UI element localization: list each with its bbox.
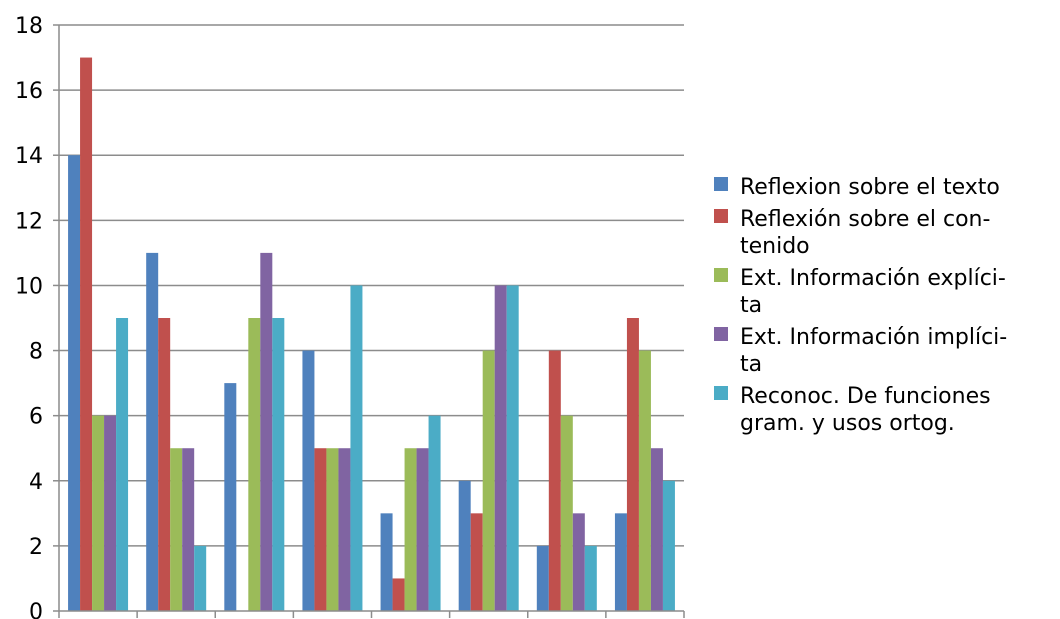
bar xyxy=(662,480,675,611)
legend-marker xyxy=(714,386,728,400)
bar xyxy=(428,415,441,611)
bar xyxy=(572,513,585,611)
y-tick-label: 8 xyxy=(29,340,43,365)
bar xyxy=(392,578,405,611)
bar xyxy=(80,57,93,612)
bar xyxy=(104,415,117,611)
bar xyxy=(68,155,81,611)
y-tick-label: 4 xyxy=(29,470,43,495)
legend-label: Ext. Información implíci- xyxy=(740,325,1007,350)
bar xyxy=(614,513,627,611)
legend-label: ta xyxy=(740,352,762,377)
bars xyxy=(68,57,675,612)
legend-marker xyxy=(714,268,728,282)
y-tick-label: 14 xyxy=(15,144,43,169)
bar xyxy=(584,545,597,611)
bar xyxy=(158,318,171,611)
axes xyxy=(53,24,685,618)
bar xyxy=(560,415,573,611)
legend-marker xyxy=(714,327,728,341)
bar xyxy=(638,350,651,611)
legend: Reflexion sobre el texto Reflexión sobre … xyxy=(714,175,1007,436)
bar xyxy=(146,252,159,611)
y-tick-label: 0 xyxy=(29,600,43,619)
y-tick-label: 2 xyxy=(29,535,43,560)
bar xyxy=(170,448,183,611)
bar xyxy=(626,318,639,611)
bar xyxy=(380,513,393,611)
y-tick-label: 16 xyxy=(15,79,43,104)
legend-label: ta xyxy=(740,293,762,318)
y-tick-label: 12 xyxy=(15,209,43,234)
bar xyxy=(248,318,261,611)
y-tick-labels: 0 2 4 6 8 10 12 14 16 18 xyxy=(15,14,43,619)
bar xyxy=(92,415,105,611)
legend-label: Reflexión sobre el con- xyxy=(740,207,990,232)
bar xyxy=(650,448,663,611)
bar xyxy=(482,350,495,611)
bar xyxy=(350,285,363,611)
bar xyxy=(404,448,417,611)
bar xyxy=(494,285,507,611)
legend-marker xyxy=(714,177,728,191)
legend-label: Ext. Información explíci- xyxy=(740,266,1006,291)
bar xyxy=(536,545,549,611)
bar xyxy=(416,448,429,611)
bar xyxy=(470,513,483,611)
bar xyxy=(272,318,285,611)
bar xyxy=(314,448,327,611)
bar xyxy=(458,480,471,611)
legend-marker xyxy=(714,209,728,223)
bar xyxy=(302,350,315,611)
legend-label: gram. y usos ortog. xyxy=(740,411,955,436)
bar xyxy=(194,545,207,611)
bar xyxy=(338,448,351,611)
legend-label: Reconoc. De funciones xyxy=(740,384,991,409)
bar xyxy=(506,285,519,611)
bar xyxy=(182,448,195,611)
y-tick-label: 10 xyxy=(15,274,43,299)
legend-label: tenido xyxy=(740,234,810,259)
y-tick-label: 6 xyxy=(29,405,43,430)
bar xyxy=(326,448,339,611)
bar xyxy=(116,318,129,611)
bar xyxy=(260,252,273,611)
bar xyxy=(224,383,237,611)
bar xyxy=(548,350,561,611)
y-tick-label: 18 xyxy=(15,14,43,39)
legend-label: Reflexion sobre el texto xyxy=(740,175,1000,200)
